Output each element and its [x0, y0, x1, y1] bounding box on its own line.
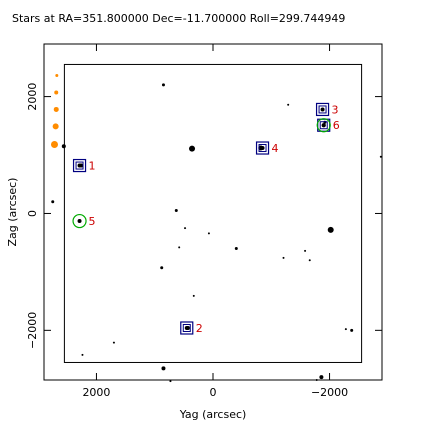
acq-star-inner-box [318, 105, 327, 114]
star-point [189, 145, 196, 152]
axes-frame [43, 43, 383, 381]
star-point [315, 379, 318, 381]
acq-star-inner-box [319, 121, 328, 130]
fov-box [63, 63, 363, 363]
guide-star-point [77, 219, 82, 224]
star-point [112, 341, 115, 344]
y-tick-label: 2000 [26, 83, 39, 111]
star-index-label: 4 [272, 142, 279, 155]
x-tick-label: 2000 [82, 386, 110, 399]
star-marks: 1 2 3 4 6 5 [50, 74, 382, 383]
star-point [169, 380, 172, 383]
y-axis-label: Zag (arcsec) [6, 178, 19, 247]
star-point [161, 366, 166, 371]
acq-star-box [72, 158, 87, 173]
star-point [282, 256, 285, 259]
star-point [160, 266, 164, 270]
star-point [174, 209, 178, 213]
star-index-label: 5 [89, 215, 96, 228]
guide-star-circle [316, 118, 331, 133]
bad-star-point [50, 141, 58, 149]
star-index-label: 2 [196, 322, 203, 335]
star-point [234, 247, 238, 251]
star-point [81, 353, 84, 356]
star-point [304, 249, 307, 252]
y-tick-label: 0 [26, 210, 39, 217]
acq-star-box [255, 141, 270, 155]
acq-star-box [180, 321, 194, 335]
star-point [161, 83, 165, 87]
star-point [51, 200, 55, 204]
star-point [61, 144, 66, 149]
x-axis-label: Yag (arcsec) [179, 408, 247, 421]
star-point [344, 328, 347, 331]
star-point [350, 328, 354, 332]
bad-star-point [53, 106, 59, 112]
guide-star-point [321, 123, 326, 128]
star-index-label: 6 [333, 119, 340, 132]
acq-star-point [184, 325, 189, 330]
star-point [379, 155, 382, 158]
x-tick-label: −2000 [311, 386, 348, 399]
star-index-label: 3 [332, 103, 339, 116]
bad-star-point [55, 74, 59, 78]
star-point [327, 226, 334, 233]
bad-star-point [52, 123, 59, 130]
acq-star-inner-box [75, 161, 84, 170]
x-tick-label: 0 [210, 386, 217, 399]
star-point [207, 232, 210, 235]
star-point [287, 103, 290, 106]
acq-star-point [320, 107, 325, 112]
star-point [184, 227, 187, 230]
star-point [178, 246, 181, 249]
acq-star-box [315, 102, 330, 117]
star-index-label: 1 [89, 160, 96, 173]
star-point [308, 259, 311, 262]
guide-star-circle [72, 213, 87, 229]
chart-title: Stars at RA=351.800000 Dec=-11.700000 Ro… [12, 12, 345, 25]
star-point [192, 294, 195, 297]
star-point [319, 375, 324, 380]
acq-star-inner-box [182, 323, 191, 332]
y-tick-label: −2000 [26, 312, 39, 349]
bad-star-point [54, 90, 59, 95]
acq-star-point [260, 146, 265, 151]
acq-star-inner-box [258, 144, 267, 153]
axis-ticks: 2000 0 −2000 2000 0 −2000 [26, 44, 382, 399]
acq-star-point [77, 163, 82, 168]
